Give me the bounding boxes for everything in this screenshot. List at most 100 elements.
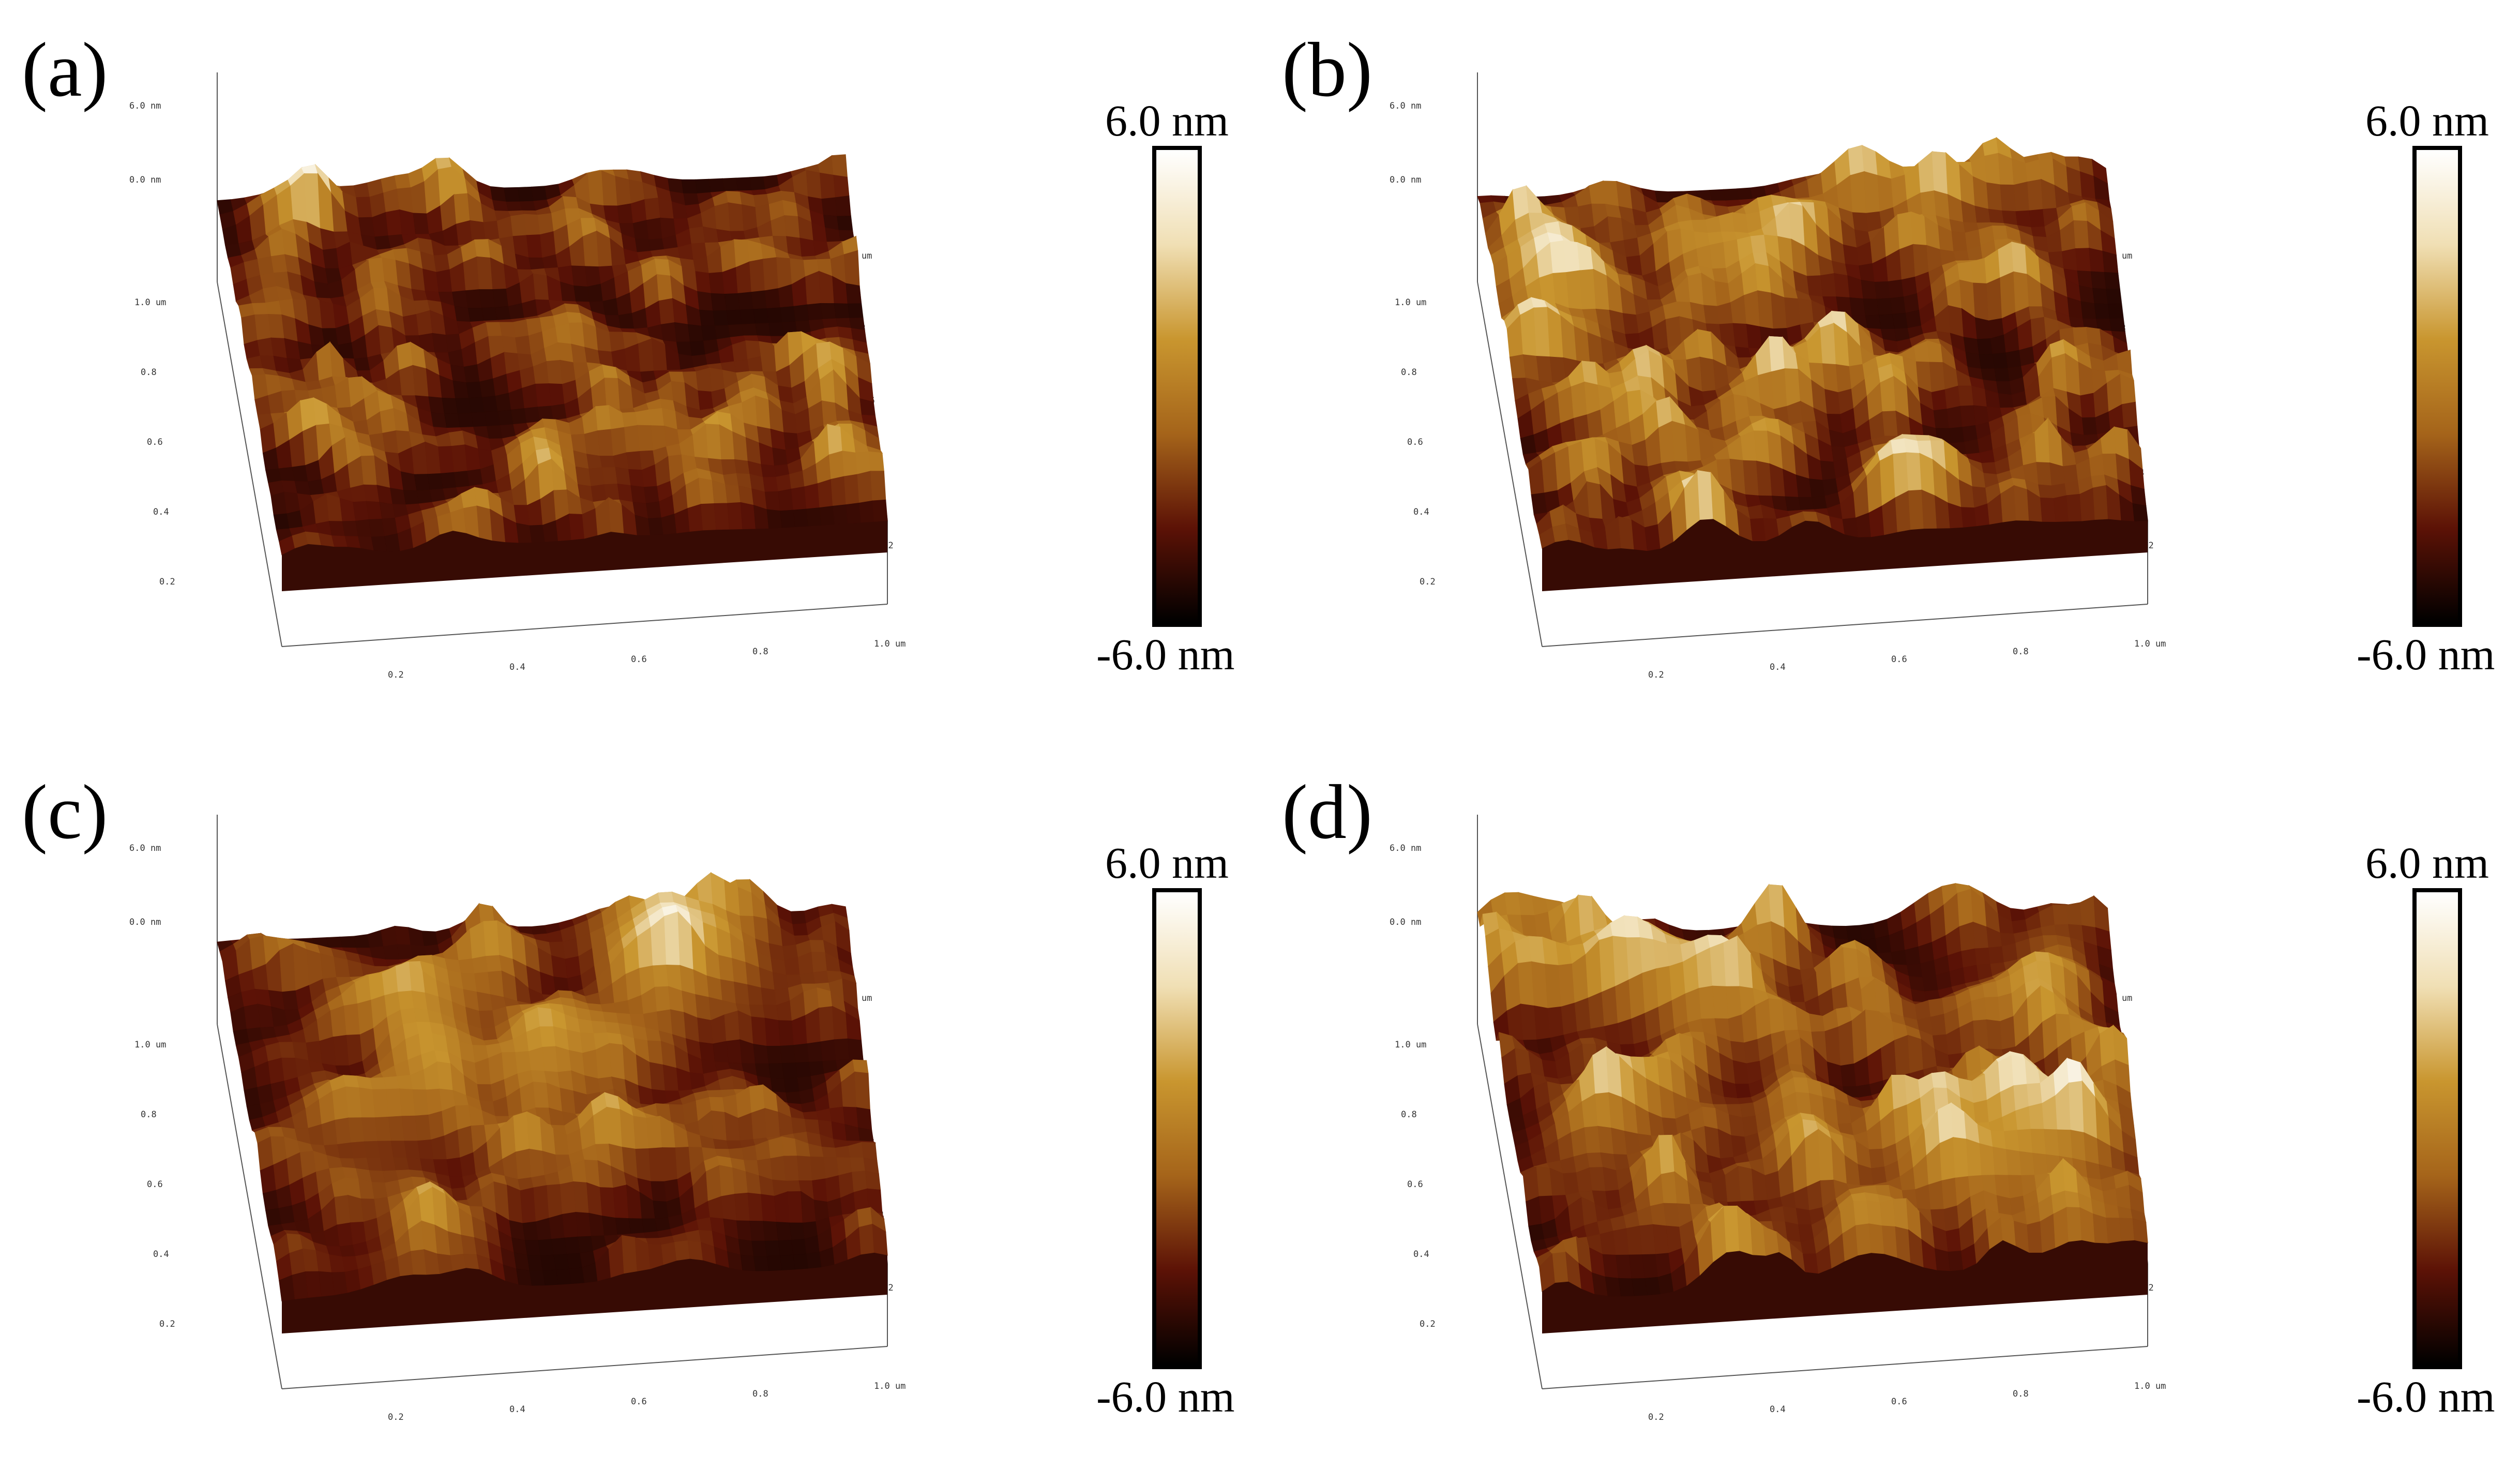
surface-facet bbox=[599, 456, 616, 468]
surface-facet bbox=[1710, 942, 1727, 987]
surface-facet bbox=[515, 1051, 532, 1074]
surface-facet bbox=[529, 1270, 546, 1286]
surface-facet bbox=[721, 1193, 737, 1221]
surface-facet bbox=[602, 298, 620, 316]
surface-facet bbox=[506, 201, 523, 212]
surface-facet bbox=[1893, 452, 1909, 499]
surface-facet bbox=[618, 312, 635, 329]
surface-facet bbox=[582, 1049, 599, 1080]
surface-facet bbox=[1851, 1192, 1867, 1202]
surface-facet bbox=[353, 934, 371, 949]
surface-facet bbox=[648, 517, 664, 536]
surface-facet bbox=[806, 1251, 822, 1269]
surface-facet bbox=[2079, 895, 2096, 928]
surface-facet bbox=[2089, 454, 2105, 477]
surface-facet bbox=[448, 349, 465, 368]
z-tick-label: 6.0 nm bbox=[1390, 843, 1421, 853]
surface-facet bbox=[770, 428, 787, 451]
surface-facet bbox=[846, 502, 862, 524]
surface-facet bbox=[2062, 464, 2079, 484]
y-tick-label: 1.0 um bbox=[134, 1040, 166, 1050]
surface-facet bbox=[2013, 271, 2030, 313]
surface-facet bbox=[1820, 323, 1837, 365]
surface-facet bbox=[1744, 1039, 1761, 1064]
y-tick-label: 0.2 bbox=[159, 577, 175, 587]
surface-facet bbox=[539, 1026, 556, 1048]
surface-facet bbox=[857, 1207, 873, 1228]
surface-facet bbox=[1931, 389, 1948, 411]
surface-facet bbox=[1798, 497, 1815, 511]
y-tick-label: 0.8 bbox=[141, 1110, 157, 1120]
surface-facet bbox=[438, 446, 455, 474]
surface-facet bbox=[566, 1253, 583, 1270]
surface-facet bbox=[1769, 336, 1786, 372]
surface-facet bbox=[793, 304, 810, 322]
surface-facet bbox=[1963, 337, 1980, 355]
surface-facet bbox=[481, 1026, 498, 1041]
surface-facet bbox=[2094, 303, 2110, 320]
surface-facet bbox=[2015, 210, 2032, 228]
surface-facet bbox=[1939, 1136, 1956, 1181]
surface-facet bbox=[2093, 485, 2109, 520]
surface-front-edge bbox=[282, 521, 887, 591]
surface-facet bbox=[1945, 152, 1962, 202]
surface bbox=[1477, 137, 2148, 591]
surface-facet bbox=[648, 1147, 665, 1182]
surface-facet bbox=[1974, 317, 1991, 340]
surface-facet bbox=[604, 484, 621, 501]
surface-facet bbox=[467, 469, 484, 487]
surface-facet bbox=[1934, 190, 1951, 220]
surface-facet bbox=[764, 1108, 781, 1138]
surface-facet bbox=[531, 1070, 548, 1084]
surface-facet bbox=[2027, 179, 2044, 211]
surface-facet bbox=[1740, 1102, 1757, 1118]
x-tick-label: 0.8 bbox=[2013, 1389, 2029, 1399]
surface-facet bbox=[565, 956, 582, 979]
surface-facet bbox=[1824, 1026, 1842, 1067]
surface-facet bbox=[648, 1243, 664, 1270]
surface-facet bbox=[474, 239, 491, 259]
surface-facet bbox=[835, 196, 851, 217]
surface-facet bbox=[786, 1091, 802, 1105]
surface-facet bbox=[451, 444, 468, 473]
surface-facet bbox=[1732, 323, 1749, 349]
surface-facet bbox=[2025, 159, 2042, 183]
surface-facet bbox=[584, 430, 601, 457]
surface-facet bbox=[2000, 184, 2016, 212]
surface-facet bbox=[740, 1254, 757, 1272]
surface-facet bbox=[1908, 489, 1924, 530]
surface-facet bbox=[533, 1185, 550, 1222]
surface-facet bbox=[2005, 1149, 2022, 1176]
surface-facet bbox=[402, 313, 419, 336]
surface-facet bbox=[755, 395, 771, 430]
surface-facet bbox=[1754, 430, 1770, 464]
surface-facet bbox=[485, 955, 503, 973]
surface-facet bbox=[774, 1191, 790, 1223]
surface-facet bbox=[2000, 271, 2016, 319]
surface-facet bbox=[488, 970, 505, 998]
surface-facet bbox=[780, 306, 796, 323]
surface-facet bbox=[533, 273, 550, 301]
surface-facet bbox=[819, 505, 835, 526]
surface-facet bbox=[2072, 202, 2088, 222]
surface-facet bbox=[499, 322, 516, 338]
surface-facet bbox=[1623, 237, 1641, 258]
surface-facet bbox=[575, 1212, 592, 1237]
surface bbox=[217, 154, 888, 591]
z-tick-label: 0.0 nm bbox=[129, 175, 161, 185]
surface-facet bbox=[1822, 363, 1839, 393]
surface-facet bbox=[2073, 220, 2090, 249]
surface-facet bbox=[1806, 275, 1823, 297]
surface-facet bbox=[857, 471, 873, 504]
surface-facet bbox=[819, 172, 836, 200]
surface-facet bbox=[776, 474, 792, 492]
surface-facet bbox=[793, 1043, 810, 1063]
surface-facet bbox=[787, 1191, 804, 1223]
surface-facet bbox=[475, 1057, 491, 1085]
surface-facet bbox=[2079, 487, 2095, 522]
surface-facet bbox=[458, 958, 475, 974]
surface-facet bbox=[1976, 338, 1993, 355]
surface-facet bbox=[799, 237, 816, 258]
surface-facet bbox=[1986, 1019, 2003, 1050]
surface-facet bbox=[764, 491, 781, 512]
